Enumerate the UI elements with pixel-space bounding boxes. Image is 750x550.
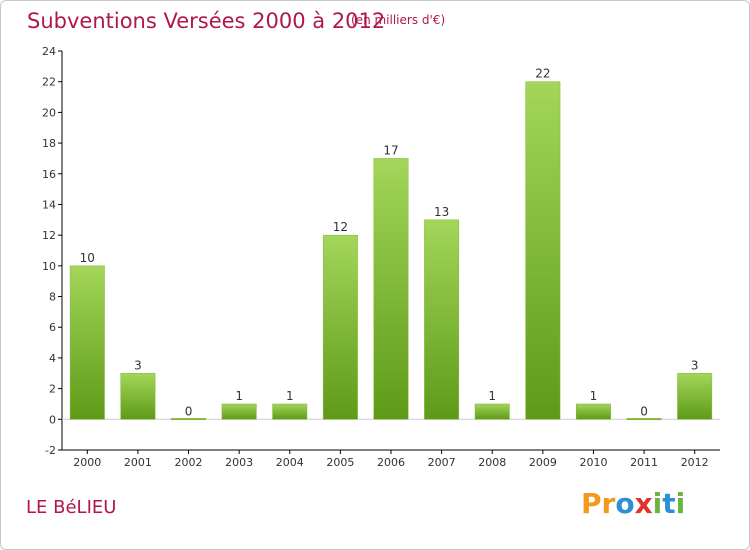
bar-2011 — [626, 418, 662, 421]
y-tick-label: 22 — [42, 76, 56, 89]
chart-title: Subventions Versées 2000 à 2012 — [27, 9, 386, 33]
value-label-2000: 10 — [80, 251, 95, 265]
bar-2008 — [474, 403, 510, 420]
bar-2001 — [120, 373, 156, 420]
logo-letter: r — [601, 487, 616, 520]
bar-2000 — [69, 265, 105, 420]
y-tick-label: 8 — [49, 291, 56, 304]
bar-2004 — [272, 403, 308, 420]
y-tick-label: -2 — [45, 444, 56, 457]
x-tick-label-2008: 2008 — [478, 456, 506, 469]
bar-2005 — [322, 234, 358, 420]
x-tick-label-2007: 2007 — [428, 456, 456, 469]
value-label-2002: 0 — [185, 404, 193, 418]
x-tick-label-2011: 2011 — [630, 456, 658, 469]
value-label-2005: 12 — [333, 220, 348, 234]
logo-letter: o — [615, 487, 635, 520]
bar-2006 — [373, 158, 409, 420]
value-label-2001: 3 — [134, 358, 142, 372]
chart-labels: 2000102001320020200312004120051220061720… — [73, 67, 708, 469]
x-tick-label-2001: 2001 — [124, 456, 152, 469]
bar-2007 — [424, 219, 460, 420]
value-label-2009: 22 — [535, 67, 550, 81]
x-tick-label-2010: 2010 — [579, 456, 607, 469]
logo-letter: P — [581, 487, 602, 520]
value-label-2007: 13 — [434, 205, 449, 219]
y-tick-label: 24 — [42, 45, 56, 58]
value-label-2008: 1 — [488, 389, 496, 403]
y-tick-label: 16 — [42, 168, 56, 181]
bar-2002 — [171, 418, 206, 421]
chart-bars — [69, 81, 713, 421]
x-tick-label-2005: 2005 — [326, 456, 354, 469]
y-tick-label: 20 — [42, 106, 56, 119]
value-label-2004: 1 — [286, 389, 294, 403]
value-label-2003: 1 — [235, 389, 243, 403]
y-tick-label: 12 — [42, 229, 56, 242]
x-tick-label-2000: 2000 — [73, 456, 101, 469]
y-tick-label: 4 — [49, 352, 56, 365]
value-label-2010: 1 — [590, 389, 598, 403]
value-label-2011: 0 — [640, 404, 648, 418]
value-label-2012: 3 — [691, 358, 699, 372]
x-tick-label-2002: 2002 — [175, 456, 203, 469]
x-tick-label-2003: 2003 — [225, 456, 253, 469]
y-tick-label: 6 — [49, 321, 56, 334]
bar-2009 — [525, 81, 561, 420]
y-tick-label: 10 — [42, 260, 56, 273]
y-tick-label: 2 — [49, 383, 56, 396]
x-tick-label-2006: 2006 — [377, 456, 405, 469]
x-tick-label-2012: 2012 — [681, 456, 709, 469]
logo-letter: i — [652, 487, 663, 520]
x-tick-label-2004: 2004 — [276, 456, 304, 469]
chart-subtitle: (en milliers d'€) — [351, 13, 446, 27]
value-label-2006: 17 — [383, 143, 398, 157]
y-tick-label: 18 — [42, 137, 56, 150]
bar-2010 — [576, 403, 611, 420]
logo-letter: x — [634, 487, 653, 520]
bar-2012 — [677, 373, 713, 420]
commune-name: LE BéLIEU — [26, 497, 117, 518]
x-tick-label-2009: 2009 — [529, 456, 557, 469]
y-tick-label: 14 — [42, 198, 56, 211]
proxiti-logo[interactable]: Proxiti — [581, 487, 685, 520]
y-tick-label: 0 — [49, 413, 56, 426]
logo-letter: t — [662, 487, 676, 520]
bar-2003 — [221, 403, 257, 420]
logo-letter: i — [675, 487, 686, 520]
